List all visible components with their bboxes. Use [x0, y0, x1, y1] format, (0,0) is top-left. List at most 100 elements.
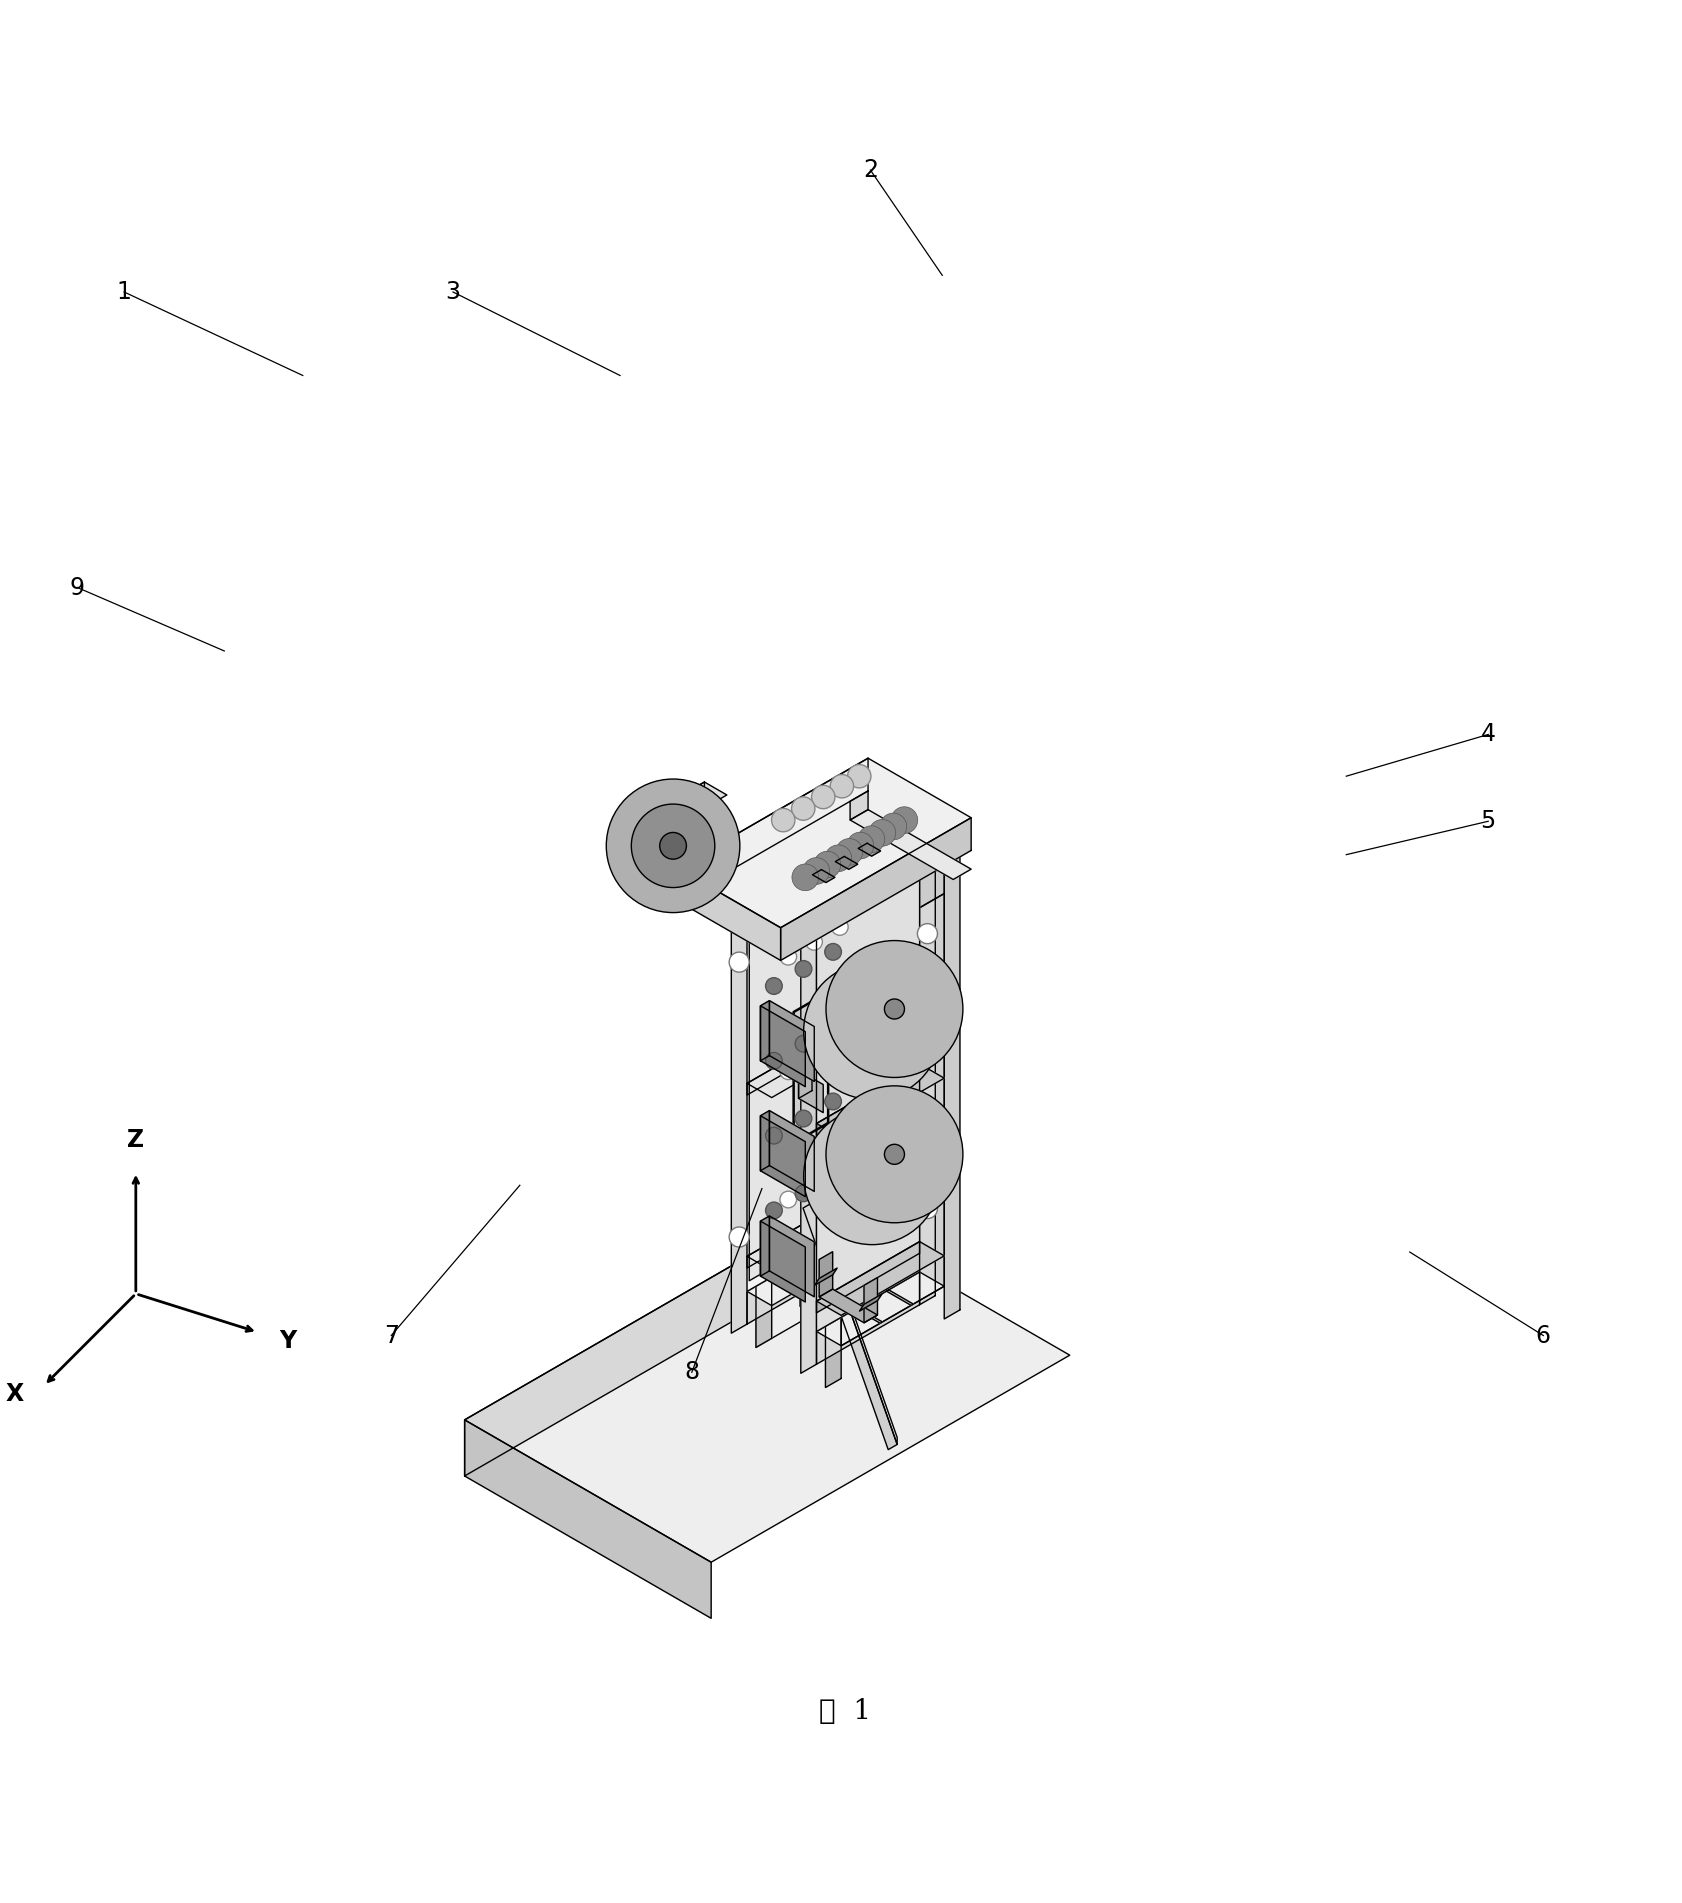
Polygon shape [816, 879, 918, 1332]
Circle shape [829, 775, 853, 797]
Polygon shape [797, 1069, 822, 1113]
Ellipse shape [826, 1087, 962, 1224]
Polygon shape [811, 1195, 897, 1444]
Polygon shape [732, 866, 747, 1334]
Polygon shape [809, 1264, 844, 1277]
Polygon shape [801, 906, 841, 929]
Polygon shape [732, 866, 772, 889]
Polygon shape [668, 803, 691, 881]
Polygon shape [816, 847, 944, 921]
Circle shape [885, 999, 903, 1018]
Circle shape [794, 1186, 811, 1201]
Polygon shape [812, 870, 834, 883]
Polygon shape [769, 1216, 814, 1296]
Polygon shape [748, 851, 848, 1281]
Circle shape [791, 797, 814, 820]
Polygon shape [747, 1024, 875, 1098]
Polygon shape [747, 807, 849, 898]
Polygon shape [814, 1267, 836, 1285]
Circle shape [885, 1144, 903, 1165]
Polygon shape [816, 847, 918, 938]
Polygon shape [841, 894, 944, 1345]
Polygon shape [865, 1030, 870, 1041]
Polygon shape [816, 1241, 918, 1313]
Polygon shape [760, 1222, 804, 1302]
Polygon shape [797, 1062, 811, 1098]
Circle shape [868, 820, 895, 847]
Ellipse shape [826, 940, 962, 1077]
Polygon shape [809, 1285, 844, 1298]
Circle shape [765, 1127, 782, 1144]
Polygon shape [918, 837, 959, 860]
Polygon shape [760, 1115, 804, 1197]
Polygon shape [816, 1271, 944, 1345]
Circle shape [779, 948, 796, 965]
Polygon shape [854, 1307, 881, 1323]
Polygon shape [870, 988, 891, 1047]
Polygon shape [747, 1231, 849, 1324]
Text: 3: 3 [446, 280, 461, 304]
Polygon shape [747, 1231, 875, 1305]
Polygon shape [849, 797, 865, 1265]
Polygon shape [886, 1290, 913, 1305]
Ellipse shape [804, 963, 940, 1100]
Circle shape [806, 1049, 822, 1064]
Circle shape [794, 1109, 811, 1127]
Polygon shape [849, 792, 868, 820]
Text: 4: 4 [1480, 723, 1495, 746]
Text: 2: 2 [863, 158, 878, 183]
Polygon shape [755, 881, 772, 1347]
Text: 5: 5 [1480, 809, 1495, 834]
Polygon shape [772, 820, 875, 913]
Circle shape [802, 858, 829, 885]
Polygon shape [780, 818, 971, 961]
Polygon shape [747, 1197, 875, 1271]
Text: 图  1: 图 1 [819, 1697, 871, 1724]
Polygon shape [799, 1279, 853, 1305]
Circle shape [770, 809, 794, 832]
Polygon shape [802, 1203, 897, 1450]
Polygon shape [760, 1001, 769, 1060]
Polygon shape [801, 906, 816, 1374]
Polygon shape [678, 757, 868, 900]
Text: 7: 7 [383, 1323, 399, 1347]
Polygon shape [747, 1197, 849, 1267]
Text: 6: 6 [1536, 1323, 1549, 1347]
Polygon shape [918, 837, 935, 1305]
Polygon shape [863, 1277, 876, 1323]
Polygon shape [870, 988, 905, 1009]
Circle shape [765, 978, 782, 995]
Polygon shape [819, 1288, 876, 1323]
Circle shape [811, 786, 834, 809]
Circle shape [831, 919, 848, 934]
Polygon shape [875, 811, 890, 1279]
Polygon shape [760, 1216, 769, 1277]
Text: 9: 9 [71, 575, 84, 599]
Circle shape [917, 923, 937, 944]
Polygon shape [760, 1007, 804, 1087]
Circle shape [890, 807, 917, 834]
Polygon shape [794, 991, 828, 1144]
Polygon shape [769, 1001, 814, 1081]
Polygon shape [841, 860, 944, 953]
Polygon shape [678, 868, 780, 961]
Circle shape [631, 805, 715, 887]
Polygon shape [870, 1001, 883, 1054]
Circle shape [728, 952, 748, 972]
Circle shape [792, 864, 817, 891]
Text: 8: 8 [685, 1361, 700, 1383]
Polygon shape [755, 811, 890, 1347]
Polygon shape [769, 1111, 814, 1191]
Polygon shape [668, 782, 727, 816]
Polygon shape [809, 1273, 844, 1288]
Text: Y: Y [279, 1328, 296, 1353]
Polygon shape [747, 1024, 849, 1094]
Polygon shape [760, 1111, 769, 1170]
Circle shape [806, 1176, 822, 1193]
Polygon shape [834, 856, 858, 870]
Polygon shape [824, 921, 841, 1387]
Polygon shape [944, 853, 959, 1319]
Circle shape [880, 813, 907, 839]
Circle shape [765, 1203, 782, 1218]
Polygon shape [464, 1212, 1070, 1562]
